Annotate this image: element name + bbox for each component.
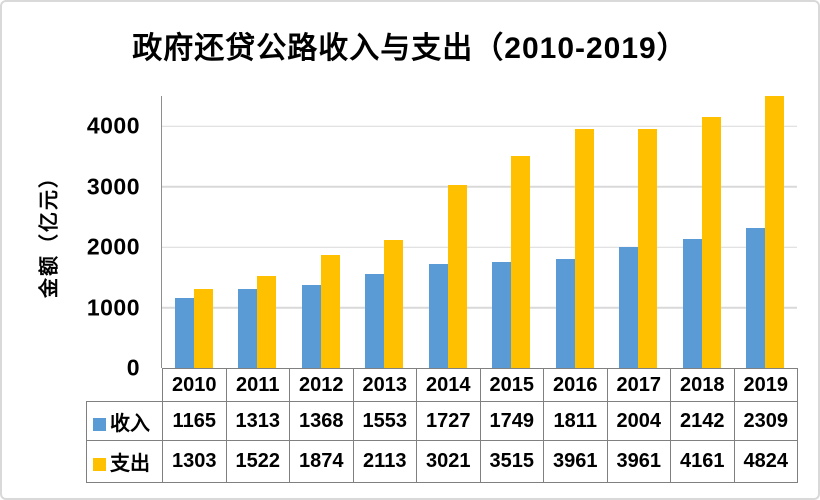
bar-支出-2019 xyxy=(765,96,785,368)
bar-收入-2017 xyxy=(619,246,639,368)
value-支出-2010: 1303 xyxy=(162,440,227,483)
legend-label: 支出 xyxy=(110,453,150,475)
bar-group-2011 xyxy=(226,96,290,368)
value-支出-2014: 3021 xyxy=(416,440,481,483)
value-收入-2014: 1727 xyxy=(416,401,481,441)
value-收入-2013: 1553 xyxy=(352,401,417,441)
y-axis-ticks: 0 1000 2000 3000 4000 xyxy=(2,2,150,498)
value-收入-2015: 1749 xyxy=(479,401,544,441)
bar-支出-2012 xyxy=(320,254,340,368)
bar-收入-2016 xyxy=(555,258,575,368)
y-tick-label-2000: 2000 xyxy=(86,233,140,260)
bar-group-2016 xyxy=(543,96,607,368)
bar-支出-2011 xyxy=(257,276,277,368)
bar-group-2019 xyxy=(734,96,798,368)
bar-收入-2019 xyxy=(746,228,766,368)
value-支出-2017: 3961 xyxy=(606,440,671,483)
gridline-3000 xyxy=(162,185,797,188)
table-row-收入: 收入 1165 1313 1368 1553 1727 1749 1811 2004 2142 23… xyxy=(86,401,798,441)
value-收入-2018: 2142 xyxy=(670,401,735,441)
value-支出-2015: 3515 xyxy=(479,440,544,483)
gridline-2000 xyxy=(162,246,797,248)
value-支出-2011: 1522 xyxy=(225,440,290,483)
table-row-支出: 支出 1303 1522 1874 2113 3021 3515 3961 3961 4161 48… xyxy=(86,440,798,483)
bar-支出-2015 xyxy=(511,155,531,368)
year-label-2015: 2015 xyxy=(479,368,544,402)
bar-收入-2011 xyxy=(238,288,258,368)
y-tick-label-3000: 3000 xyxy=(86,173,140,200)
bar-收入-2013 xyxy=(365,274,385,368)
bar-group-2013 xyxy=(353,96,417,368)
bar-支出-2016 xyxy=(574,128,594,368)
bar-收入-2012 xyxy=(301,285,321,368)
value-支出-2012: 1874 xyxy=(289,440,354,483)
chart-title: 政府还贷公路收入与支出（2010-2019） xyxy=(132,32,688,65)
bar-group-2014 xyxy=(416,96,480,368)
bar-group-2018 xyxy=(670,96,734,368)
value-收入-2011: 1313 xyxy=(225,401,290,441)
value-收入-2012: 1368 xyxy=(289,401,354,441)
year-label-2017: 2017 xyxy=(606,368,671,402)
legend-label: 收入 xyxy=(110,412,150,435)
value-收入-2017: 2004 xyxy=(606,401,671,441)
bar-支出-2010 xyxy=(193,289,213,368)
bar-收入-2015 xyxy=(492,262,512,368)
table-ghost-cell xyxy=(87,369,163,402)
y-axis-line xyxy=(160,96,162,368)
gridline-1000 xyxy=(162,306,797,309)
plot-area xyxy=(162,96,797,368)
year-label-2019: 2019 xyxy=(733,368,798,402)
table-row-years: 2010 2011 2012 2013 2014 2015 2016 2017 2018 2019 xyxy=(87,368,798,402)
legend-cell-支出: 支出 xyxy=(86,440,163,483)
bar-group-2017 xyxy=(607,96,671,368)
bar-收入-2010 xyxy=(174,297,194,368)
bar-收入-2014 xyxy=(428,263,448,368)
bar-group-2015 xyxy=(480,96,544,368)
year-label-2013: 2013 xyxy=(352,368,417,402)
legend-swatch-icon xyxy=(93,458,106,471)
year-label-2018: 2018 xyxy=(670,368,735,402)
y-tick-label-4000: 4000 xyxy=(86,112,140,139)
bar-收入-2018 xyxy=(682,238,702,368)
bar-支出-2014 xyxy=(447,185,467,368)
value-支出-2013: 2113 xyxy=(352,440,417,483)
table-body: 2010 2011 2012 2013 2014 2015 2016 2017 2018 2019… xyxy=(86,368,798,483)
legend-cell-收入: 收入 xyxy=(86,401,163,441)
year-label-2010: 2010 xyxy=(162,368,227,402)
bar-group-2012 xyxy=(289,96,353,368)
value-支出-2019: 4824 xyxy=(733,440,798,483)
value-支出-2018: 4161 xyxy=(670,440,735,483)
bar-支出-2018 xyxy=(701,116,721,368)
data-table: 2010 2011 2012 2013 2014 2015 2016 2017 2018 2019… xyxy=(86,368,798,483)
value-收入-2019: 2309 xyxy=(733,401,798,441)
y-tick-label-0: 0 xyxy=(126,354,140,381)
value-支出-2016: 3961 xyxy=(543,440,608,483)
year-label-2012: 2012 xyxy=(289,368,354,402)
y-tick-label-1000: 1000 xyxy=(86,294,140,321)
bar-支出-2017 xyxy=(638,128,658,368)
value-收入-2016: 1811 xyxy=(543,401,608,441)
year-label-2014: 2014 xyxy=(416,368,481,402)
year-label-2016: 2016 xyxy=(543,368,608,402)
bar-支出-2013 xyxy=(384,240,404,368)
legend-swatch-icon xyxy=(93,417,106,431)
year-label-2011: 2011 xyxy=(225,368,290,402)
value-收入-2010: 1165 xyxy=(162,401,227,441)
bar-group-2010 xyxy=(162,96,226,368)
gridline-4000 xyxy=(162,125,797,127)
